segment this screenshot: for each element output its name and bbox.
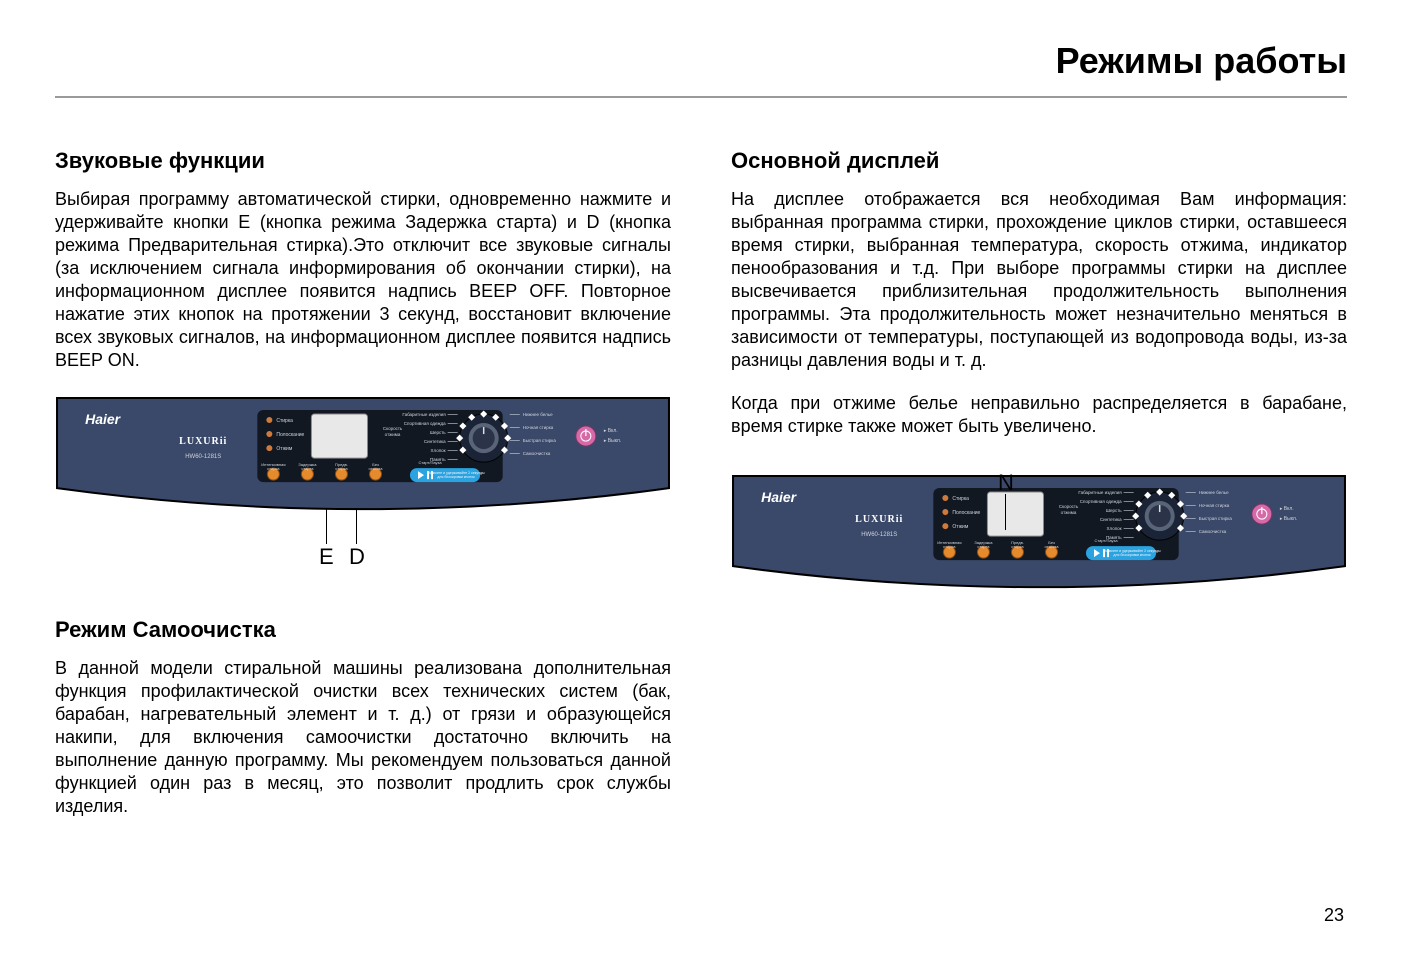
svg-text:Haier: Haier	[85, 411, 122, 427]
page-number: 23	[1324, 905, 1344, 926]
heading-main-display: Основной дисплей	[731, 148, 1347, 174]
svg-text:Быстрая стирка: Быстрая стирка	[1199, 516, 1233, 521]
svg-text:Нижнее белье: Нижнее белье	[523, 412, 553, 417]
svg-text:Спортивная одежда: Спортивная одежда	[1080, 499, 1122, 504]
panel-svg-right: Haier LUXURii HW60-1281S Стирка Полоскание От…	[731, 474, 1347, 594]
svg-text:HW60-1281S: HW60-1281S	[185, 454, 221, 460]
svg-text:Самоочистка: Самоочистка	[1199, 529, 1227, 534]
callout-line-d	[356, 508, 357, 544]
svg-text:Старт/Пауза: Старт/Пауза	[1094, 538, 1118, 543]
svg-text:для блокировки кнопок: для блокировки кнопок	[437, 475, 475, 479]
svg-text:Спортивная одежда: Спортивная одежда	[404, 421, 446, 426]
svg-text:Скорость: Скорость	[383, 426, 403, 431]
svg-text:Стирка: Стирка	[952, 496, 969, 502]
svg-text:Хлопок: Хлопок	[431, 448, 446, 453]
svg-text:Нижнее белье: Нижнее белье	[1199, 490, 1229, 495]
callout-line-e	[326, 508, 327, 544]
svg-text:Синтетика: Синтетика	[1100, 517, 1122, 522]
panel-figure-right: N HaierLUXURiiHW60-1281SСтиркаПолоскание…	[731, 474, 1347, 649]
svg-text:стирка: стирка	[267, 466, 280, 471]
svg-text:Ночная стирка: Ночная стирка	[1199, 503, 1230, 508]
svg-text:стирка: стирка	[1011, 544, 1024, 549]
svg-text:Полоскание: Полоскание	[952, 510, 980, 516]
svg-text:Старт/Пауза: Старт/Пауза	[418, 460, 442, 465]
svg-text:Хлопок: Хлопок	[1107, 526, 1122, 531]
svg-text:старта: старта	[977, 544, 990, 549]
svg-text:отжима: отжима	[1045, 544, 1060, 549]
svg-text:Haier: Haier	[761, 489, 798, 505]
heading-self-clean: Режим Самоочистка	[55, 617, 671, 643]
svg-text:отжима: отжима	[385, 432, 401, 437]
svg-text:отжима: отжима	[369, 466, 384, 471]
svg-text:Самоочистка: Самоочистка	[523, 451, 551, 456]
svg-text:Отжим: Отжим	[276, 446, 292, 452]
svg-text:▸ Выкл.: ▸ Выкл.	[1280, 516, 1297, 522]
right-column: Основной дисплей На дисплее отображается…	[731, 148, 1347, 838]
svg-text:отжима: отжима	[1061, 510, 1077, 515]
svg-text:Ночная стирка: Ночная стирка	[523, 425, 554, 430]
callout-label-n: N	[998, 470, 1014, 496]
left-column: Звуковые функции Выбирая программу автом…	[55, 148, 671, 838]
svg-text:Габаритные изделия: Габаритные изделия	[1078, 490, 1122, 495]
panel-svg-left: Haier LUXURii HW60-1281S Стирка Полоскание От…	[55, 396, 671, 516]
text-main-display-1: На дисплее отображается вся необходимая …	[731, 188, 1347, 372]
text-self-clean: В данной модели стиральной машины реализ…	[55, 657, 671, 818]
svg-text:для блокировки кнопок: для блокировки кнопок	[1113, 553, 1151, 557]
svg-text:▸ Выкл.: ▸ Выкл.	[604, 438, 621, 444]
svg-text:Быстрая стирка: Быстрая стирка	[523, 438, 557, 443]
callout-line-n	[1005, 494, 1006, 530]
svg-text:Отжим: Отжим	[952, 524, 968, 530]
svg-text:HW60-1281S: HW60-1281S	[861, 532, 897, 538]
svg-text:▸ Вкл.: ▸ Вкл.	[604, 428, 618, 434]
heading-sound-functions: Звуковые функции	[55, 148, 671, 174]
svg-text:Габаритные изделия: Габаритные изделия	[402, 412, 446, 417]
title-rule	[55, 96, 1347, 98]
panel-figure-left: Haier LUXURii HW60-1281S Стирка Полоскание От…	[55, 396, 671, 581]
svg-text:Синтетика: Синтетика	[424, 439, 446, 444]
svg-text:▸ Вкл.: ▸ Вкл.	[1280, 506, 1294, 512]
svg-text:стирка: стирка	[335, 466, 348, 471]
svg-text:Скорость: Скорость	[1059, 504, 1079, 509]
svg-text:Полоскание: Полоскание	[276, 432, 304, 438]
content-columns: Звуковые функции Выбирая программу автом…	[55, 148, 1347, 838]
svg-text:Шерсть: Шерсть	[430, 430, 446, 435]
svg-text:старта: старта	[301, 466, 314, 471]
svg-text:стирка: стирка	[943, 544, 956, 549]
text-sound-functions: Выбирая программу автоматической стирки,…	[55, 188, 671, 372]
svg-text:Стирка: Стирка	[276, 418, 293, 424]
callout-label-e: E	[319, 544, 334, 570]
callout-label-d: D	[349, 544, 365, 570]
svg-text:LUXURii: LUXURii	[179, 436, 227, 447]
svg-text:LUXURii: LUXURii	[855, 514, 903, 525]
text-main-display-2: Когда при отжиме белье неправильно распр…	[731, 392, 1347, 438]
svg-text:Шерсть: Шерсть	[1106, 508, 1122, 513]
page-title: Режимы работы	[55, 40, 1347, 82]
